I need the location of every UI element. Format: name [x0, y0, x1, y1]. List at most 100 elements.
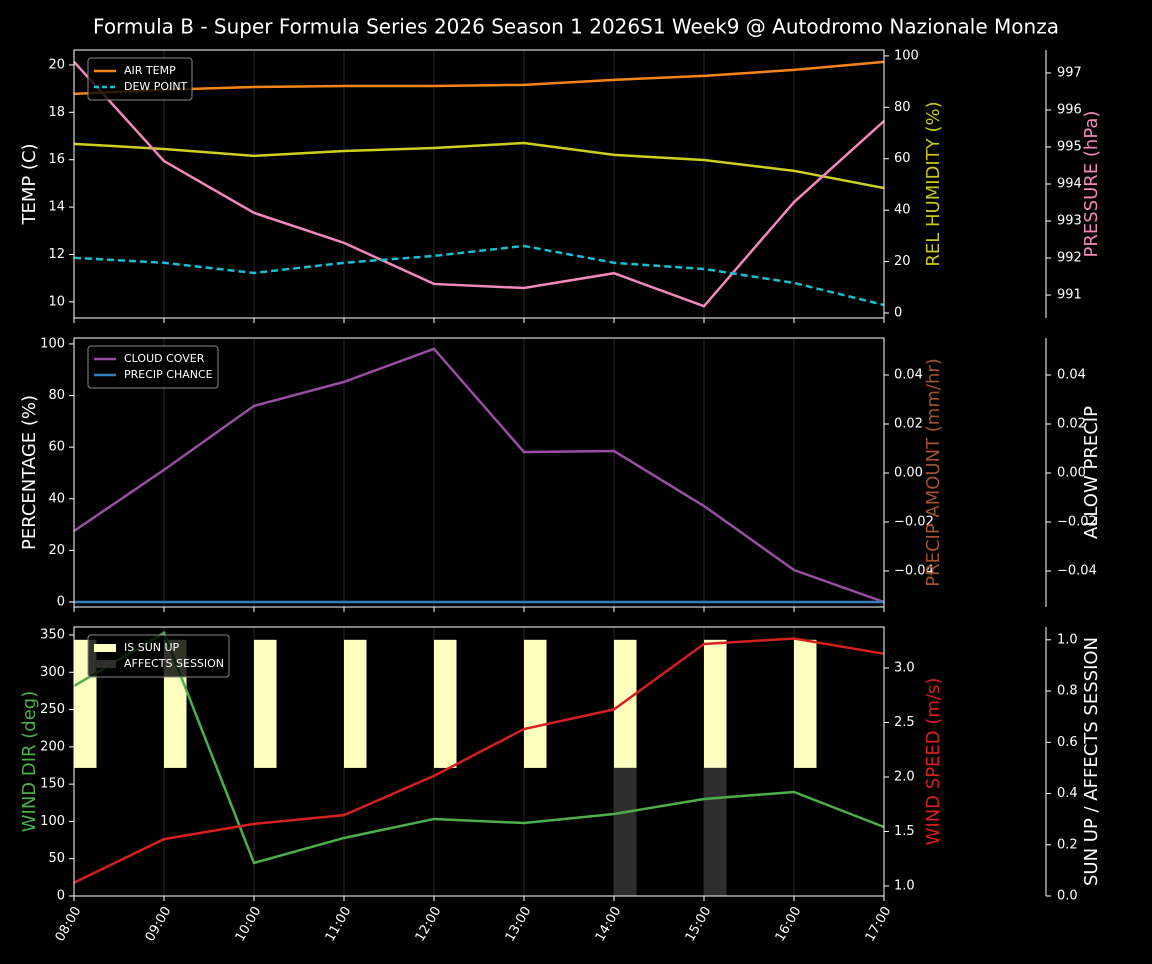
- y2-axis-title: REL HUMIDITY (%): [923, 101, 944, 266]
- y2-tick-label: 0.00: [894, 465, 923, 480]
- legend-label: PRECIP CHANCE: [124, 368, 213, 381]
- y2-tick-label: 2.0: [894, 769, 915, 784]
- y-tick-label: 350: [40, 627, 65, 642]
- y-axis-title: WIND DIR (deg): [19, 691, 40, 833]
- y2-tick-label: 20: [894, 254, 911, 269]
- legend-label: DEW POINT: [124, 80, 188, 93]
- legend-label: IS SUN UP: [124, 641, 180, 654]
- y3-tick-label: −0.02: [1057, 514, 1097, 529]
- y-axis-title: PERCENTAGE (%): [19, 395, 40, 550]
- bar: [704, 767, 727, 896]
- y2-tick-label: 0: [894, 305, 902, 320]
- y2-tick-label: 1.5: [894, 824, 915, 839]
- line-series: [73, 347, 885, 604]
- x-tick-label: 11:00: [323, 904, 355, 944]
- line-series: [73, 61, 885, 308]
- y3-axis-title: SUN UP / AFFECTS SESSION: [1081, 637, 1102, 886]
- y3-tick-label: 1.0: [1057, 632, 1078, 647]
- y3-tick-label: −0.04: [1057, 563, 1097, 578]
- bar: [434, 639, 457, 768]
- y2-tick-label: 1.0: [894, 878, 915, 893]
- y-tick-label: 60: [48, 440, 65, 455]
- y-tick-label: 16: [48, 152, 65, 167]
- y3-tick-label: 0.6: [1057, 735, 1078, 750]
- y2-tick-label: 60: [894, 151, 911, 166]
- y3-tick-label: 996: [1057, 102, 1082, 117]
- legend-swatch: [94, 660, 116, 668]
- line-series: [73, 244, 885, 307]
- y-tick-label: 200: [40, 739, 65, 754]
- bar: [614, 639, 637, 768]
- legend-box: [87, 57, 193, 101]
- plot-frame: [73, 626, 885, 897]
- plot-frame: [73, 337, 885, 608]
- y3-tick-label: 0.0: [1057, 889, 1078, 904]
- y3-tick-label: 995: [1057, 139, 1082, 154]
- y3-tick-label: 994: [1057, 177, 1082, 192]
- y-tick-label: 18: [48, 105, 65, 120]
- line-series: [73, 631, 885, 865]
- y3-tick-label: 0.04: [1057, 367, 1086, 382]
- line-series: [73, 141, 885, 190]
- y3-tick-label: 993: [1057, 214, 1082, 229]
- y2-tick-label: 0.02: [894, 416, 923, 431]
- y2-tick-label: −0.02: [894, 514, 934, 529]
- y-tick-label: 20: [48, 57, 65, 72]
- y-tick-label: 14: [48, 200, 65, 215]
- chart-title: Formula B - Super Formula Series 2026 Se…: [93, 15, 1059, 39]
- y-tick-label: 100: [40, 814, 65, 829]
- y3-tick-label: 992: [1057, 251, 1082, 266]
- x-tick-label: 17:00: [863, 904, 895, 944]
- y-tick-label: 12: [48, 247, 65, 262]
- bar: [614, 767, 637, 896]
- y-tick-label: 50: [48, 851, 65, 866]
- y2-tick-label: 80: [894, 100, 911, 115]
- y2-tick-label: 100: [894, 48, 919, 63]
- y3-tick-label: 0.00: [1057, 465, 1086, 480]
- legend-box: [87, 345, 219, 389]
- y-tick-label: 40: [48, 491, 65, 506]
- bar: [794, 639, 817, 768]
- legend-label: AIR TEMP: [124, 64, 176, 77]
- bar: [254, 639, 277, 768]
- x-tick-label: 13:00: [503, 904, 535, 944]
- line-series: [73, 60, 885, 96]
- y2-axis-title: PRECIP AMOUNT (mm/hr): [923, 358, 944, 587]
- y2-tick-label: 2.5: [894, 715, 915, 730]
- y-tick-label: 0: [57, 889, 65, 904]
- y-axis-title: TEMP (C): [19, 143, 40, 225]
- y3-tick-label: 0.02: [1057, 416, 1086, 431]
- legend-label: AFFECTS SESSION: [124, 657, 224, 670]
- y-tick-label: 0: [57, 594, 65, 609]
- bar: [524, 639, 547, 768]
- legend-box: [87, 634, 230, 678]
- y3-axis-title: PRESSURE (hPa): [1081, 111, 1102, 258]
- y3-tick-label: 997: [1057, 65, 1082, 80]
- x-tick-label: 10:00: [233, 904, 265, 944]
- y3-tick-label: 0.2: [1057, 837, 1078, 852]
- x-tick-label: 15:00: [683, 904, 715, 944]
- plot-frame: [73, 49, 885, 319]
- y-tick-label: 80: [48, 388, 65, 403]
- y2-tick-label: 3.0: [894, 660, 915, 675]
- y2-axis-title: WIND SPEED (m/s): [923, 678, 944, 846]
- x-tick-label: 08:00: [53, 904, 85, 944]
- bar: [704, 639, 727, 768]
- y3-tick-label: 0.4: [1057, 786, 1078, 801]
- x-tick-label: 09:00: [143, 904, 175, 944]
- y-tick-label: 250: [40, 702, 65, 717]
- bar: [344, 639, 367, 768]
- y3-axis-title: ALLOW PRECIP: [1081, 406, 1102, 539]
- y-tick-label: 20: [48, 543, 65, 558]
- legend-swatch: [94, 644, 116, 652]
- y-tick-label: 10: [48, 294, 65, 309]
- line-series: [73, 637, 885, 884]
- x-tick-label: 14:00: [593, 904, 625, 944]
- y-tick-label: 150: [40, 777, 65, 792]
- y3-tick-label: 0.8: [1057, 684, 1078, 699]
- y2-tick-label: 40: [894, 203, 911, 218]
- y2-tick-label: −0.04: [894, 563, 934, 578]
- y-tick-label: 100: [40, 336, 65, 351]
